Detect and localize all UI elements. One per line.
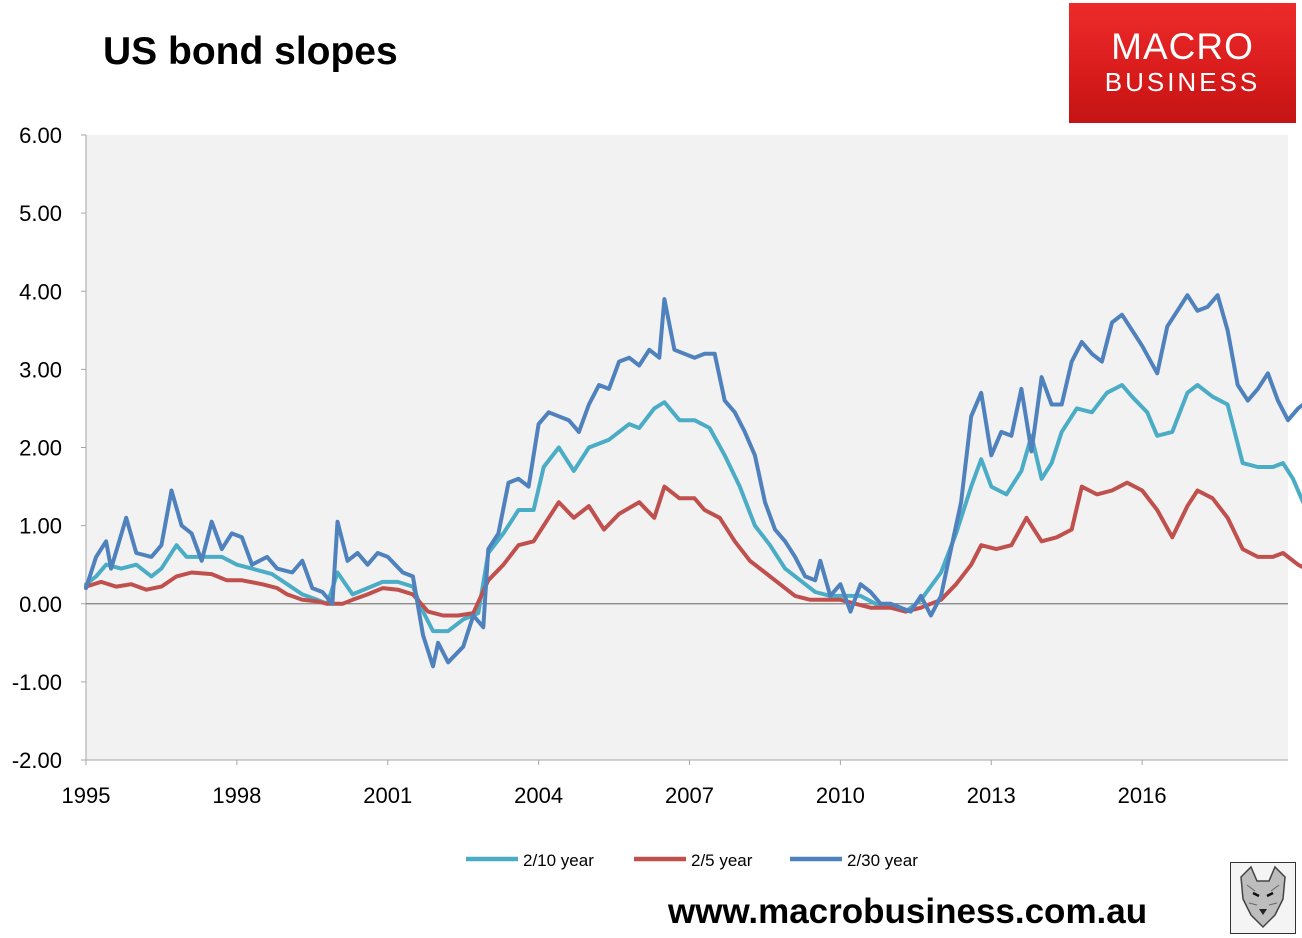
y-tick-label: 2.00	[19, 436, 62, 461]
x-tick-label: 2010	[816, 783, 865, 808]
x-tick-label: 2004	[514, 783, 563, 808]
y-tick-label: 5.00	[19, 201, 62, 226]
logo-line-1: MACRO	[1111, 26, 1254, 67]
legend: 2/10 year 2/5 year 2/30 year	[466, 851, 918, 870]
y-tick-label: -2.00	[12, 748, 62, 773]
x-tick-label: 2001	[363, 783, 412, 808]
y-axis: 6.00 5.00 4.00 3.00 2.00 1.00 0.00 -1.00 -2.00	[12, 123, 87, 773]
legend-label-3: 2/30 year	[847, 851, 918, 870]
series-line-2	[84, 480, 1302, 618]
series-lines	[84, 293, 1302, 669]
x-axis: 1995 1998 2001 2004 2007 2010 2013 2016	[62, 603, 1288, 808]
y-tick-label: 4.00	[19, 279, 62, 304]
x-tick-label: 1995	[62, 783, 111, 808]
macro-business-logo: MACRO BUSINESS	[1069, 3, 1296, 123]
x-tick-label: 1998	[212, 783, 261, 808]
y-tick-label: 1.00	[19, 514, 62, 539]
footer-url: www.macrobusiness.com.au	[668, 892, 1148, 931]
x-tick-label: 2007	[665, 783, 714, 808]
y-tick-label: 0.00	[19, 592, 62, 617]
x-tick-label: 2016	[1118, 783, 1167, 808]
logo-line-2: BUSINESS	[1104, 67, 1261, 97]
y-tick-label: 3.00	[19, 357, 62, 382]
legend-label-2: 2/5 year	[691, 851, 753, 870]
y-tick-label: -1.00	[12, 670, 62, 695]
legend-label-1: 2/10 year	[523, 851, 594, 870]
x-tick-label: 2013	[967, 783, 1016, 808]
series-line-3	[84, 293, 1302, 669]
plot-area	[86, 135, 1288, 760]
chart-title: US bond slopes	[103, 30, 398, 73]
plot-background	[86, 135, 1288, 760]
y-tick-label: 6.00	[19, 123, 62, 148]
wolf-mascot-icon	[1230, 862, 1296, 934]
